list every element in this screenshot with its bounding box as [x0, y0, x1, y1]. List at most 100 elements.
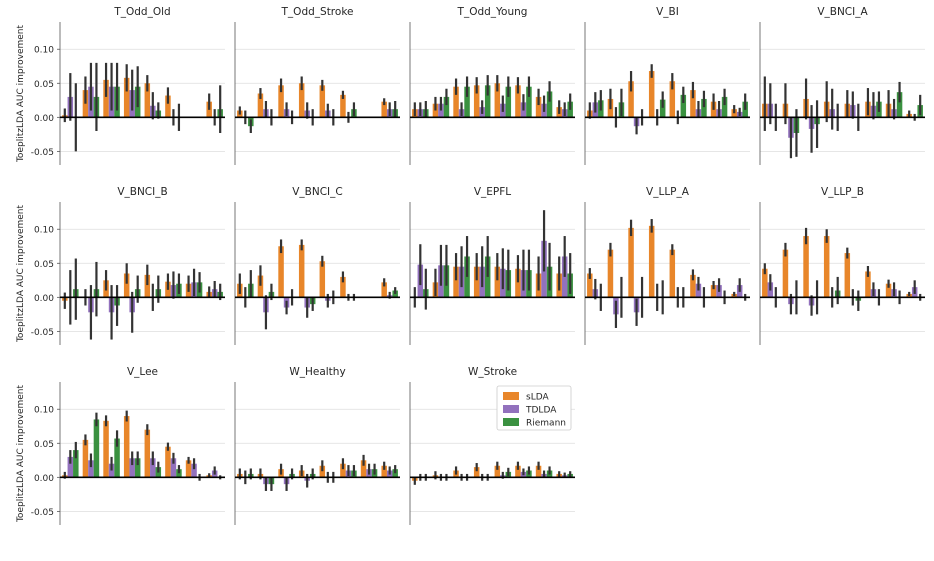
y-tick-label: -0.05 [31, 148, 54, 158]
bar-slda [690, 90, 696, 118]
bar-slda [535, 96, 542, 118]
bar-slda [669, 249, 676, 298]
bar-slda [319, 85, 326, 118]
legend-swatch-slda [503, 392, 519, 400]
bar-slda [144, 83, 151, 118]
bar-slda [298, 83, 305, 118]
bar-slda [515, 465, 521, 478]
panel-title: W_Healthy [289, 366, 345, 378]
legend-swatch-riemann [503, 418, 519, 426]
bar-slda [515, 268, 521, 298]
bar-slda [690, 274, 696, 298]
bar-slda [257, 93, 264, 118]
y-tick-label: 0.00 [34, 294, 54, 304]
panel-t-odd-old: -0.05 0.00 0.05 0.10 ToeplitzLDA AUC improve… [16, 6, 225, 165]
bar-slda [865, 271, 871, 298]
bar-tdlda [561, 256, 568, 298]
bar-slda [381, 282, 387, 298]
bar-slda [165, 446, 171, 478]
bar-slda [473, 266, 480, 298]
panel-title: V_BNCI_A [817, 6, 868, 18]
bar-slda [257, 275, 264, 298]
y-tick-label: 0.05 [34, 80, 54, 90]
legend-swatch-tdlda [503, 405, 519, 413]
legend-label-slda: sLDA [526, 393, 549, 403]
bar-slda [494, 266, 501, 298]
panel-title: V_LLP_B [821, 186, 864, 198]
bar-riemann [464, 86, 470, 118]
bar-slda [381, 465, 387, 478]
bar-slda [648, 71, 655, 118]
bar-slda [515, 85, 521, 118]
bar-slda [535, 465, 542, 478]
bar-tdlda [88, 460, 94, 478]
bar-slda [669, 81, 676, 118]
bar-slda [473, 85, 480, 118]
bar-slda [144, 274, 151, 298]
bar-slda [319, 465, 326, 478]
panel-v-llp-b: V_LLP_B [759, 186, 925, 345]
panel-title: W_Stroke [468, 366, 517, 378]
y-tick-label: 0.00 [34, 474, 54, 484]
bar-riemann [134, 458, 141, 478]
panel-v-bnci-b: -0.05 0.00 0.05 0.10 ToeplitzLDA AUC improve… [16, 186, 225, 345]
bar-riemann [73, 450, 79, 478]
panel-v-bi: V_BI [584, 6, 750, 165]
bar-tdlda [67, 456, 74, 478]
bar-slda [803, 236, 809, 298]
bar-slda [360, 460, 367, 478]
bar-slda [103, 79, 109, 118]
bar-slda [103, 420, 109, 478]
bar-riemann [484, 256, 491, 298]
bar-slda [885, 283, 892, 298]
panel-t-odd-young: T_Odd_Young [409, 6, 575, 165]
y-tick-label: 0.05 [34, 260, 54, 270]
y-tick-label: 0.10 [34, 226, 54, 236]
bar-slda [782, 249, 789, 298]
bar-riemann [526, 86, 532, 118]
bar-riemann [443, 96, 450, 118]
bar-riemann [114, 438, 120, 478]
bar-riemann [896, 92, 903, 118]
bar-tdlda [170, 458, 177, 478]
bar-slda [453, 86, 459, 118]
bar-slda [607, 249, 614, 298]
panel-title: T_Odd_Stroke [281, 6, 354, 18]
panel-title: V_BI [656, 6, 679, 18]
legend-label-tdlda: TDLDA [525, 406, 557, 416]
bar-slda [340, 94, 346, 118]
bar-slda [587, 273, 593, 298]
bar-slda [185, 460, 192, 478]
bar-slda [82, 439, 89, 478]
bar-slda [123, 273, 130, 298]
panel-title: T_Odd_Young [457, 6, 528, 18]
bar-slda [278, 246, 284, 298]
panel-title: V_Lee [127, 366, 158, 378]
bar-slda [123, 77, 130, 118]
bar-riemann [546, 91, 553, 118]
bar-slda [710, 285, 717, 298]
panel-title: V_BNCI_C [292, 186, 343, 198]
bar-slda [319, 261, 326, 298]
bar-riemann [659, 99, 666, 118]
bar-slda [340, 463, 346, 478]
bar-slda [494, 465, 501, 478]
panel-t-odd-stroke: T_Odd_Stroke [234, 6, 400, 165]
bar-slda [165, 95, 171, 118]
bar-slda [628, 81, 634, 118]
bar-riemann [701, 98, 707, 118]
y-tick-label: 0.05 [34, 440, 54, 450]
bar-riemann [505, 86, 512, 118]
bar-riemann [464, 256, 470, 298]
bar-tdlda [191, 463, 197, 478]
bar-slda [473, 467, 480, 478]
bar-slda [381, 101, 387, 118]
y-tick-label: 0.10 [34, 406, 54, 416]
y-tick-label: 0.00 [34, 114, 54, 124]
bar-slda [844, 253, 851, 298]
panel-v-lee: -0.05 0.00 0.05 0.10 ToeplitzLDA AUC improve… [16, 366, 225, 525]
panel-title: V_BNCI_B [117, 186, 167, 198]
bar-riemann [484, 85, 491, 118]
y-axis-label: ToeplitzLDA AUC improvement [16, 384, 26, 523]
bar-slda [144, 429, 151, 478]
